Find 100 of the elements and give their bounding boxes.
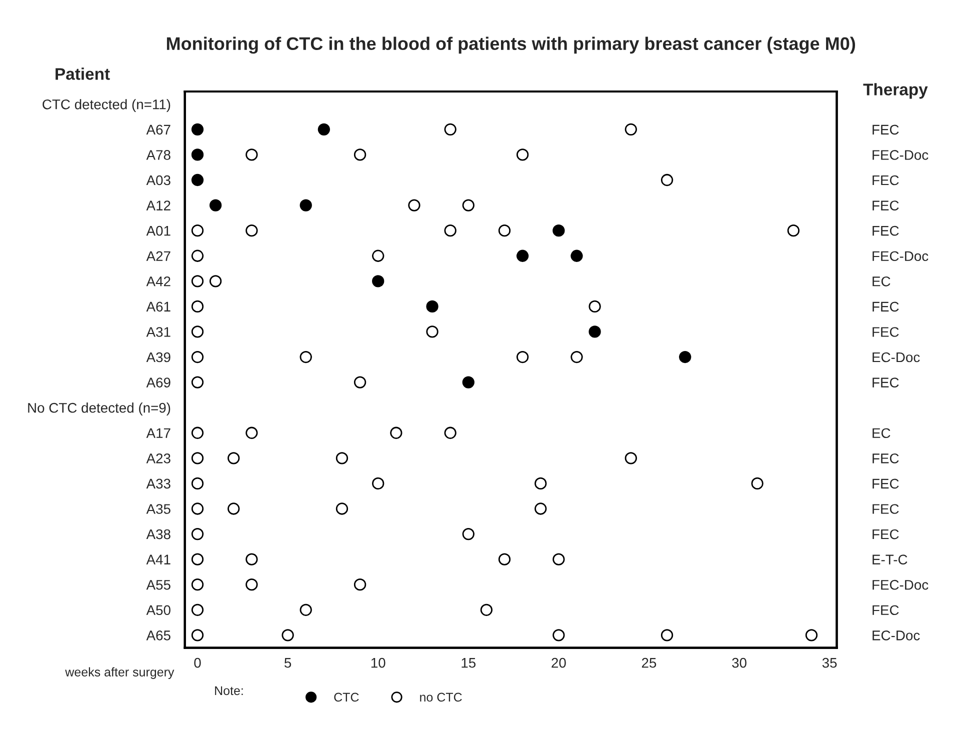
point xyxy=(282,629,294,642)
y-tick-label: A33 xyxy=(146,478,170,489)
point xyxy=(390,426,402,439)
point xyxy=(552,553,565,566)
y-tick-label: No CTC detected (n=9) xyxy=(28,402,170,416)
point xyxy=(336,452,348,464)
y-tick-label: A61 xyxy=(146,302,170,312)
y-tick-label: CTC detected (n=11) xyxy=(42,99,170,112)
y2-tick-label: FEC xyxy=(872,124,899,135)
point xyxy=(191,300,204,313)
x-tick-label: 35 xyxy=(822,658,837,668)
point xyxy=(191,604,204,616)
y-tick-label: A12 xyxy=(146,200,170,210)
point xyxy=(191,350,204,364)
point xyxy=(300,199,312,212)
x-tick-label: 10 xyxy=(371,658,386,668)
y-tick-label: A38 xyxy=(146,529,170,540)
point xyxy=(516,148,529,161)
point xyxy=(300,350,312,364)
point xyxy=(372,477,384,490)
point xyxy=(354,148,366,161)
y-tick-label: A50 xyxy=(146,605,170,616)
point xyxy=(191,250,204,262)
point xyxy=(228,502,240,515)
y-tick-label: A27 xyxy=(146,251,170,261)
x-tick-label: 25 xyxy=(642,658,656,668)
y-tick-label: A67 xyxy=(146,124,170,135)
point xyxy=(372,275,384,288)
y-tick-label: A78 xyxy=(146,150,170,160)
point xyxy=(588,300,601,313)
point xyxy=(246,553,258,566)
y2-tick-label: FEC-Doc xyxy=(872,580,928,590)
point xyxy=(191,148,204,161)
x-tick-label: 0 xyxy=(194,658,201,668)
point xyxy=(191,326,204,338)
y2-tick-label: FEC xyxy=(872,175,899,186)
point xyxy=(462,528,474,540)
point xyxy=(336,502,348,515)
x-tick-label: 15 xyxy=(462,658,476,668)
y2-tick-label: FEC xyxy=(872,327,899,337)
point xyxy=(660,629,674,642)
y-tick-label: A23 xyxy=(146,454,170,464)
y-tick-label: A03 xyxy=(146,175,170,186)
point xyxy=(498,553,511,566)
y2-tick-label: FEC xyxy=(872,200,899,210)
y-tick-label: A17 xyxy=(146,428,170,438)
y2-tick-label: FEC xyxy=(872,226,899,236)
y2-tick-label: E-T-C xyxy=(872,554,908,564)
point xyxy=(246,148,258,161)
y-tick-label: A65 xyxy=(146,630,170,640)
x-tick-label: 30 xyxy=(732,658,746,668)
y-tick-label: A01 xyxy=(146,226,170,236)
text: Note: xyxy=(215,686,243,696)
point xyxy=(516,250,529,262)
y2-tick-label: EC-Doc xyxy=(872,352,920,362)
point xyxy=(444,224,456,237)
y-tick-label: A41 xyxy=(146,554,170,564)
point xyxy=(534,477,547,490)
point xyxy=(552,224,565,237)
point xyxy=(372,250,384,262)
point xyxy=(300,604,312,616)
point xyxy=(570,350,583,364)
y-tick-label: A55 xyxy=(146,580,170,590)
point xyxy=(191,629,204,642)
point xyxy=(209,199,222,212)
y-tick-label: A69 xyxy=(146,378,170,388)
point xyxy=(246,578,258,591)
point xyxy=(354,376,366,388)
point xyxy=(534,502,547,515)
legend-label: CTC xyxy=(334,692,359,702)
point xyxy=(209,275,222,288)
point xyxy=(191,426,204,439)
y-tick-label: A39 xyxy=(146,352,170,362)
point xyxy=(191,224,204,237)
point xyxy=(191,528,204,540)
y2-tick-label: FEC xyxy=(872,529,899,540)
point xyxy=(426,326,438,338)
point xyxy=(570,250,583,262)
point xyxy=(318,123,330,136)
point xyxy=(787,224,800,237)
point xyxy=(624,123,637,136)
point xyxy=(462,376,474,388)
x-tick-label: 5 xyxy=(284,658,292,668)
y-tick-label: A31 xyxy=(146,327,170,337)
point xyxy=(408,199,420,212)
y2-tick-label: FEC xyxy=(872,605,899,616)
point xyxy=(191,376,204,388)
y2-tick-label: FEC xyxy=(872,504,899,514)
point xyxy=(191,452,204,464)
legend-label: no CTC xyxy=(420,692,462,702)
y2-tick-label: FEC xyxy=(872,302,899,312)
y2-axis-title: Therapy xyxy=(863,83,928,99)
point xyxy=(516,350,529,364)
x-axis-title: weeks after surgery xyxy=(65,667,174,679)
point xyxy=(805,629,818,642)
point xyxy=(191,502,204,515)
point xyxy=(480,604,493,616)
point xyxy=(191,123,204,136)
point xyxy=(246,224,258,237)
point xyxy=(462,199,474,212)
